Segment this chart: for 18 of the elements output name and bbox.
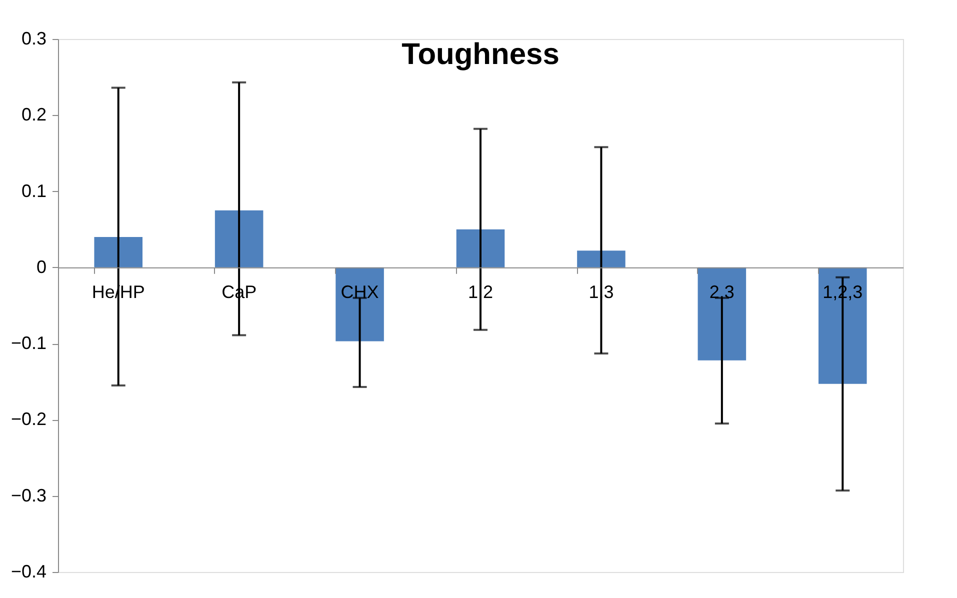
bar (698, 267, 746, 360)
y-tick-label: 0 (36, 256, 46, 277)
bar (577, 250, 626, 268)
bar (818, 267, 867, 384)
y-tick-label: 0.1 (21, 180, 46, 201)
y-tick-label: 0.3 (21, 28, 46, 48)
bar (336, 267, 384, 342)
x-tick-label: CHX (340, 282, 379, 302)
y-tick-label: −0.1 (10, 333, 46, 354)
bar (456, 229, 505, 268)
chart-title: Toughness (402, 38, 560, 71)
bar (94, 236, 142, 268)
x-tick-label: 2,3 (709, 282, 734, 302)
y-tick-label: −0.3 (10, 485, 46, 506)
y-tick-label: −0.4 (10, 562, 46, 582)
y-tick-label: 0.2 (21, 104, 46, 125)
bar (214, 210, 264, 268)
y-tick-label: −0.2 (10, 409, 46, 430)
